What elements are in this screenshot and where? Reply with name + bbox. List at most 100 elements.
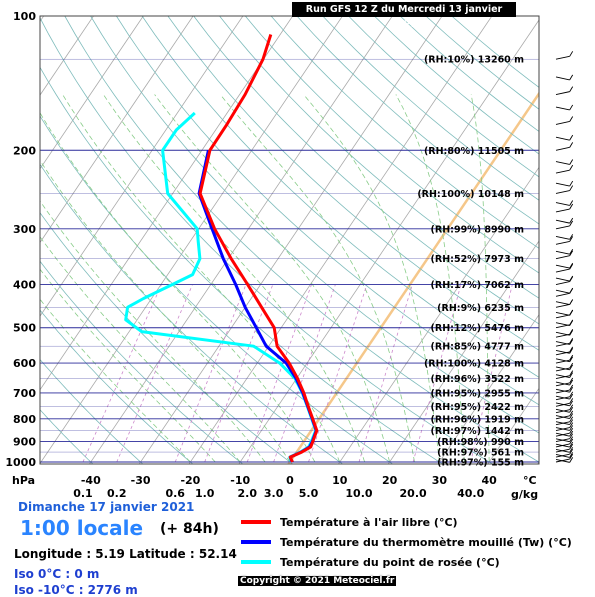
wind-barb-staff — [556, 121, 570, 124]
wind-barb-flag — [570, 186, 573, 191]
wind-barb-staff — [556, 269, 570, 272]
level-label: (RH:9%) 6235 m — [437, 303, 524, 314]
wind-barb — [556, 277, 573, 285]
wind-barb-staff — [556, 352, 570, 355]
wind-barb-staff — [556, 304, 570, 307]
mixing-ratio-tick-label: 2.0 — [238, 487, 258, 500]
wind-barb — [556, 165, 573, 173]
wind-barb-flag — [570, 51, 573, 56]
temperature-axis-label: °C — [523, 474, 537, 487]
wind-barb-flag — [570, 277, 573, 282]
wind-barb-staff — [556, 147, 570, 150]
dry-adiabat — [142, 16, 595, 472]
temperature-tick-label: 20 — [382, 474, 398, 487]
wind-barb-flag — [570, 320, 573, 325]
dewpoint-line — [126, 113, 316, 462]
wind-barb-staff — [556, 293, 570, 296]
wind-barb-flag — [570, 159, 573, 164]
dry-adiabat — [0, 16, 252, 472]
legend-label-wetbulb: Température du thermomètre mouillé (Tw) … — [280, 536, 572, 549]
pressure-tick-label: 900 — [13, 436, 36, 449]
wind-barb-flag — [570, 288, 573, 293]
wind-barb-staff — [556, 162, 570, 165]
pressure-tick-label: 600 — [13, 357, 36, 370]
temperature-tick-label: -30 — [131, 474, 151, 487]
wind-barb-staff — [556, 226, 570, 229]
wind-barb-staff — [556, 403, 570, 406]
wind-barb-staff — [556, 203, 570, 206]
wind-barb — [556, 51, 573, 59]
legend-swatch-dewpoint — [241, 560, 271, 564]
mixing-ratio-tick-label: 10.0 — [345, 487, 372, 500]
wind-barb-staff — [556, 107, 570, 110]
wind-barb — [556, 186, 573, 194]
wind-barb-staff — [556, 191, 570, 194]
level-label: (RH:17%) 7062 m — [431, 280, 525, 291]
wind-barb — [556, 87, 573, 95]
wind-barbs — [556, 51, 573, 462]
level-label: (RH:95%) 2955 m — [431, 388, 525, 399]
wind-barb-staff — [556, 315, 570, 318]
wind-barb-staff — [556, 220, 570, 223]
wind-barb-staff — [556, 256, 570, 259]
wind-barb — [556, 234, 573, 239]
wind-barb-flag — [570, 299, 573, 304]
valid-time: 1:00 locale — [20, 516, 143, 540]
level-label: (RH:96%) 1919 m — [431, 414, 525, 425]
legend-item-temperature: Température à l'air libre (°C) — [241, 513, 458, 531]
legend-swatch-wetbulb — [241, 540, 271, 544]
level-label: (RH:96%) 3522 m — [431, 374, 525, 385]
wind-barb-flag — [570, 116, 573, 121]
wind-barb-staff — [556, 77, 570, 80]
temperature-tick-label: -40 — [81, 474, 101, 487]
wind-barb-staff — [556, 236, 570, 239]
dry-adiabat — [0, 16, 151, 472]
moist-adiabat — [63, 95, 340, 463]
wind-barb-staff — [556, 302, 570, 305]
wind-barb — [556, 135, 573, 140]
mixing-ratio-tick-label: 1.0 — [195, 487, 215, 500]
level-label: (RH:99%) 8990 m — [431, 224, 525, 235]
wind-barb-staff — [556, 334, 570, 337]
wind-barb-staff — [556, 403, 570, 406]
pressure-tick-label: 500 — [13, 322, 36, 335]
wind-barb-flag — [570, 142, 573, 147]
pressure-tick-label: 200 — [13, 144, 36, 157]
dry-adiabat — [245, 16, 595, 472]
wind-barb — [556, 181, 573, 186]
wind-barb-staff — [556, 278, 570, 281]
wind-barb-staff — [556, 170, 570, 173]
legend-item-dewpoint: Température du point de rosée (°C) — [241, 553, 500, 571]
moist-adiabat — [304, 95, 440, 463]
wind-barb-staff — [556, 137, 570, 140]
mixing-ratio-line — [359, 285, 412, 462]
pressure-tick-label: 300 — [13, 223, 36, 236]
level-label: (RH:52%) 7973 m — [431, 254, 525, 265]
level-label: (RH:97%) 1442 m — [431, 426, 525, 437]
temperature-tick-label: 10 — [332, 474, 348, 487]
mixing-ratio-tick-label: 40.0 — [457, 487, 484, 500]
isotherm-line — [0, 6, 150, 471]
level-label: (RH:10%) 13260 m — [424, 55, 524, 66]
level-label: (RH:97%) 155 m — [437, 458, 524, 469]
wind-barb-staff — [556, 325, 570, 328]
legend-label-dewpoint: Température du point de rosée (°C) — [280, 556, 500, 569]
dry-adiabat — [0, 16, 404, 472]
mixing-ratio-tick-label: 5.0 — [299, 487, 319, 500]
wind-barb — [556, 218, 573, 223]
mixing-ratio-line — [83, 285, 162, 462]
mixing-ratio-tick-label: 0.6 — [165, 487, 185, 500]
copyright: Copyright © 2021 Meteociel.fr — [238, 576, 396, 586]
mixing-ratio-axis-label: g/kg — [511, 488, 538, 501]
moist-adiabat — [1, 95, 290, 463]
wind-barb-staff — [556, 343, 570, 346]
wind-barb-flag — [570, 87, 573, 92]
wind-barb — [556, 249, 573, 254]
iso-minus10-level: Iso -10°C : 2776 m — [14, 583, 138, 597]
level-label: (RH:95%) 2422 m — [431, 402, 525, 413]
isotherm-line — [0, 6, 1, 471]
pressure-tick-label: 700 — [13, 387, 36, 400]
level-label: (RH:100%) 10148 m — [417, 189, 524, 200]
pressure-tick-label: 100 — [13, 10, 36, 23]
